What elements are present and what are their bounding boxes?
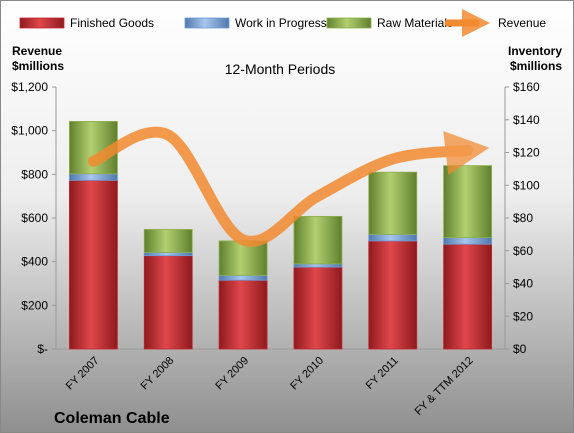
right-tick-label: $100 (513, 178, 540, 192)
right-tick-label: $120 (513, 146, 540, 160)
right-tick-label: $60 (513, 244, 533, 258)
bar-work-in-progress (368, 233, 418, 242)
right-tick-label: $0 (513, 342, 527, 356)
line-revenue (87, 126, 490, 247)
bar-raw-materials (443, 165, 492, 239)
bar-raw-materials (368, 171, 418, 235)
left-tick-label: $- (37, 342, 48, 356)
left-tick-label: $400 (21, 255, 48, 269)
bar-finished-goods (368, 240, 418, 350)
left-tick-label: $1,200 (11, 80, 48, 94)
bar-work-in-progress (143, 251, 193, 257)
bar-finished-goods (443, 243, 492, 350)
right-tick-label: $140 (513, 113, 540, 127)
legend-swatch-raw-materials (326, 17, 372, 29)
legend-label-revenue: Revenue (498, 16, 546, 30)
left-tick-label: $1,000 (11, 124, 48, 138)
legend-label-raw-materials: Raw Materials (377, 16, 453, 30)
legend: Finished Goods Work in Progress Raw Materi… (19, 9, 546, 37)
bar-finished-goods (218, 279, 268, 350)
bar-work-in-progress (218, 274, 268, 281)
chart-title: 12-Month Periods (225, 61, 336, 77)
bar-work-in-progress (69, 173, 118, 181)
bar-raw-materials (293, 215, 343, 265)
right-tick-label: $80 (513, 211, 533, 225)
bar-finished-goods (69, 179, 118, 350)
right-ticks: $0 $20 $40 $60 $80 $100 $120 $140 $160 (505, 80, 540, 356)
legend-swatch-finished-goods (19, 17, 65, 29)
left-tick-label: $600 (21, 211, 48, 225)
left-ticks: $- $200 $400 $600 $800 $1,000 $1,200 (11, 80, 56, 356)
company-name: Coleman Cable (54, 410, 170, 427)
bar-raw-materials (218, 240, 268, 276)
right-tick-label: $20 (513, 309, 533, 323)
right-axis-label-line1: Inventory (508, 44, 562, 58)
bars (69, 120, 492, 350)
left-tick-label: $800 (21, 167, 48, 181)
right-tick-label: $160 (513, 80, 540, 94)
left-axis-label-line1: Revenue (12, 44, 62, 58)
bar-work-in-progress (293, 263, 343, 268)
left-axis-label-line2: $millions (12, 59, 64, 73)
right-tick-label: $40 (513, 277, 533, 291)
bar-raw-materials (143, 229, 193, 253)
bar-work-in-progress (443, 237, 492, 245)
bar-finished-goods (293, 266, 343, 350)
bar-finished-goods (143, 255, 193, 350)
legend-label-work-in-progress: Work in Progress (235, 16, 327, 30)
right-axis-label-line2: $millions (510, 59, 562, 73)
revenue-line-layer (87, 126, 490, 247)
legend-swatch-work-in-progress (184, 17, 230, 29)
legend-label-finished-goods: Finished Goods (70, 16, 154, 30)
left-tick-label: $200 (21, 298, 48, 312)
